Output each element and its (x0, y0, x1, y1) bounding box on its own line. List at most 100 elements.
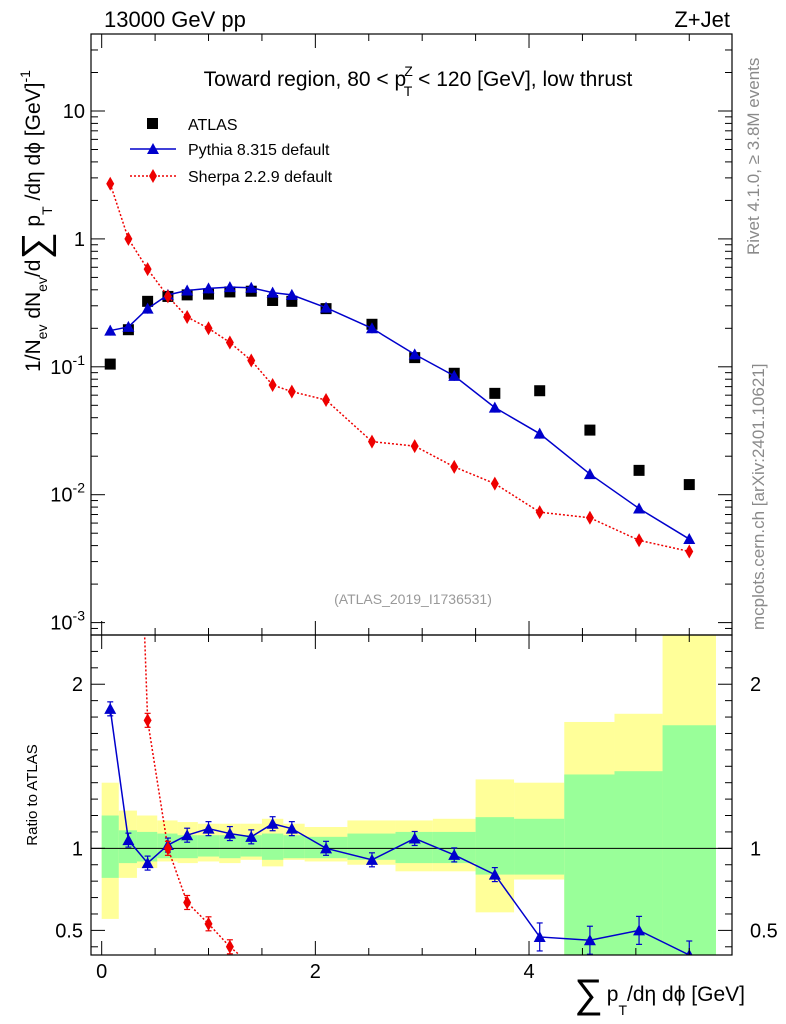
point-pythia (266, 286, 279, 298)
analysis-id: (ATLAS_2019_I1736531) (334, 591, 492, 607)
ratio-point-pythia (320, 842, 333, 854)
point-sherpa (268, 378, 277, 393)
point-sherpa (635, 533, 644, 548)
point-atlas (203, 288, 215, 300)
main-ytick-label: 10 (63, 101, 85, 123)
point-pythia (141, 302, 154, 314)
ratio-point-sherpa (143, 713, 152, 728)
band-inner (219, 835, 241, 859)
ratio-point-sherpa (204, 916, 213, 931)
point-sherpa (287, 384, 296, 399)
ratio-point-pythia (104, 702, 117, 714)
rivet-label: Rivet 4.1.0, ≥ 3.8M events (744, 58, 763, 255)
ratio-point-sherpa (183, 895, 192, 910)
plot-title: Toward region, 80 < pZ T < 120 [GeV], low… (204, 63, 633, 99)
xtick-label: 0 (96, 961, 107, 983)
point-sherpa (410, 439, 419, 454)
point-atlas (142, 295, 154, 307)
ratio-ytick-label-right: 2 (750, 674, 761, 696)
legend-marker-sherpa (149, 169, 157, 183)
band-inner (177, 835, 198, 859)
point-pythia (583, 468, 596, 480)
ratio-point-pythia (365, 853, 378, 865)
main-ytick-label: 10-2 (50, 480, 85, 507)
band-inner (283, 835, 305, 859)
plot-title-left: Toward region, 80 < p (204, 68, 407, 91)
ratio-point-pythia (122, 834, 135, 846)
point-pythia (633, 502, 646, 514)
point-atlas (267, 294, 279, 306)
point-atlas (286, 295, 298, 307)
ratio-point-pythia (266, 817, 279, 829)
point-sherpa (247, 353, 256, 368)
point-pythia (488, 401, 501, 413)
point-atlas (489, 387, 501, 399)
ratio-point-pythia (488, 868, 501, 880)
main-ytick-label: 10-3 (50, 608, 85, 635)
point-sherpa (322, 393, 331, 408)
point-sherpa (585, 510, 594, 525)
ratio-ytick-label-right: 1 (750, 838, 761, 860)
ratio-ytick-label-right: 0.5 (750, 920, 778, 942)
ratio-plot (91, 635, 732, 972)
ratio-ytick-label-left: 1 (72, 838, 83, 860)
mcplots-label: mcplots.cern.ch [arXiv:2401.10621] (749, 364, 768, 630)
ratio-point-pythia (245, 830, 258, 842)
point-sherpa (183, 310, 192, 325)
point-atlas (104, 358, 116, 370)
point-sherpa (535, 505, 544, 520)
plot-title-sup: Z (404, 63, 413, 79)
ratio-point-pythia (408, 832, 421, 844)
main-ylabel: 1/Nev dNev/d∑ pT /dη dϕ [GeV]-1 (15, 70, 57, 372)
point-sherpa (124, 231, 133, 246)
band-inner (197, 835, 220, 857)
point-sherpa (106, 176, 115, 191)
main-ytick-label: 10-1 (50, 352, 85, 379)
point-pythia (285, 288, 298, 300)
legend: ATLAS Pythia 8.315 default Sherpa 2.2.9 … (130, 117, 333, 186)
energy-label: 13000 GeV pp (104, 7, 246, 32)
point-sherpa (367, 434, 376, 449)
point-pythia (223, 281, 236, 293)
point-pythia (202, 282, 215, 294)
point-pythia (683, 533, 696, 545)
band-inner (662, 725, 716, 955)
legend-marker-pythia (147, 143, 159, 154)
point-pythia (104, 324, 117, 336)
point-atlas (683, 479, 695, 491)
ratio-ylabel: Ratio to ATLAS (24, 744, 41, 845)
main-plot (104, 176, 696, 559)
point-pythia (533, 427, 546, 439)
point-atlas (633, 464, 645, 476)
ratio-point-pythia (633, 924, 646, 936)
line-sherpa (109, 183, 690, 553)
point-sherpa (685, 544, 694, 559)
plot-title-right: < 120 [GeV], low thrust (412, 68, 632, 91)
band-inner (564, 774, 615, 955)
point-sherpa (204, 321, 213, 336)
process-label: Z+Jet (674, 7, 730, 32)
point-atlas (584, 424, 596, 436)
main-ytick-label: 1 (74, 229, 85, 251)
ratio-point-pythia (533, 930, 546, 942)
ratio-point-pythia (181, 829, 194, 841)
ratio-point-pythia (448, 848, 461, 860)
xtick-label: 4 (523, 961, 534, 983)
ratio-point-sherpa (247, 958, 255, 972)
point-sherpa (143, 262, 152, 277)
ratio-point-pythia (141, 857, 154, 869)
ratio-point-pythia (223, 827, 236, 839)
point-pythia (122, 320, 135, 332)
ratio-frame (90, 634, 733, 956)
ratio-point-sherpa (225, 939, 234, 954)
band-inner (475, 817, 515, 875)
band-inner (240, 835, 262, 857)
point-sherpa (490, 476, 499, 491)
band-inner (136, 831, 158, 862)
point-pythia (365, 322, 378, 334)
point-pythia (181, 284, 194, 296)
ratio-line-sherpa (143, 635, 241, 955)
band-inner (514, 818, 565, 875)
point-pythia (245, 281, 258, 293)
